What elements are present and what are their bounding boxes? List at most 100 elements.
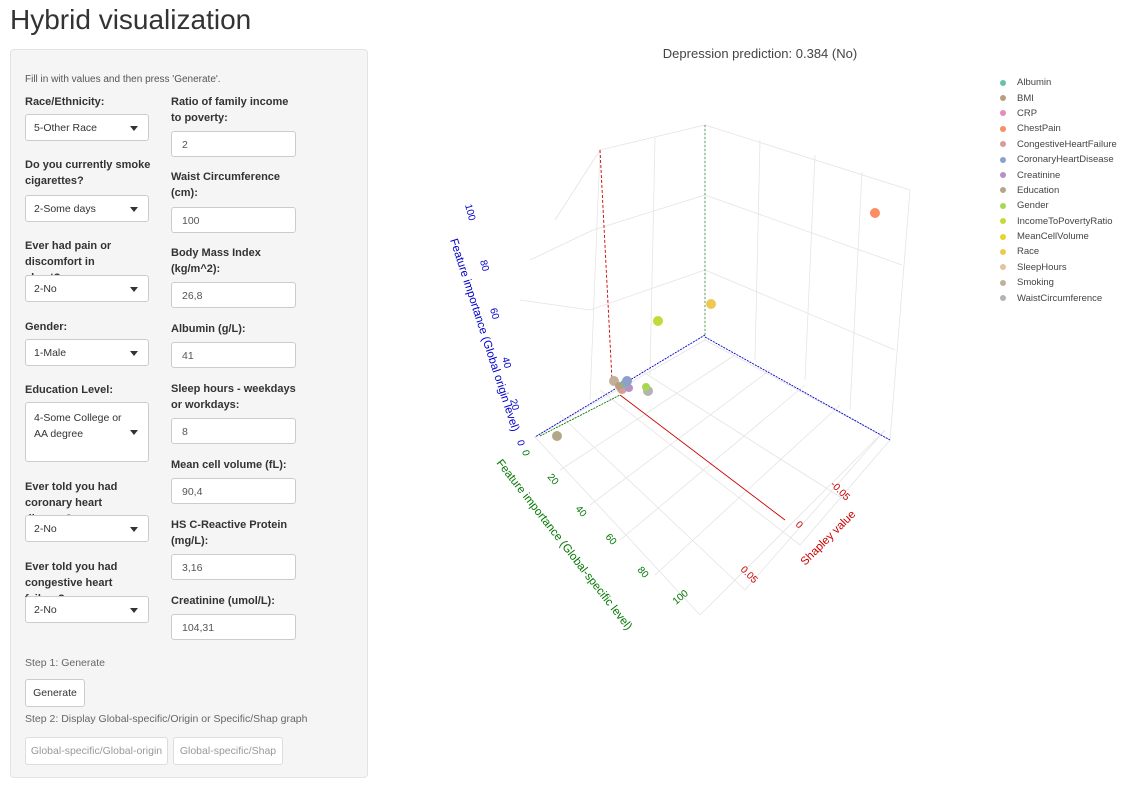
sleep-label: Sleep hours - weekdays or workdays: [171,383,296,411]
legend-item[interactable]: CoronaryHeartDisease [1000,152,1117,167]
y-tick-label: 60 [603,532,619,548]
x-tick-label: 0.05 [738,564,760,586]
page-title: Hybrid visualization [10,4,252,35]
chevron-down-icon [130,430,138,435]
mcv-label: Mean cell volume (fL): [171,459,287,471]
legend-item[interactable]: BMI [1000,90,1117,105]
legend-item[interactable]: Creatinine [1000,167,1117,182]
z-tick-label: 40 [499,356,513,370]
legend-item[interactable]: Albumin [1000,75,1117,90]
income-input[interactable]: 2 [171,131,296,157]
creatinine-label: Creatinine (umol/L): [171,595,275,607]
instructions: Fill in with values and then press 'Gene… [25,74,221,85]
legend-label: Race [1017,246,1040,258]
legend-label: Albumin [1017,77,1052,89]
point-education [552,431,562,441]
scatter-3d-plot[interactable]: 100 80 60 40 20 0 Feature importance (Gl… [380,70,980,670]
smoke-select[interactable]: 2-Some days [25,195,149,222]
legend-label: ChestPain [1017,123,1061,135]
legend-item[interactable]: Education [1000,183,1117,198]
y-tick-label: 0 [519,449,531,458]
legend-label: WaistCircumference [1017,292,1103,304]
legend-item[interactable]: SleepHours [1000,260,1117,275]
x-axis-title: Shapley value [799,509,859,569]
y-tick-label: 100 [671,588,691,607]
y-tick-label: 40 [573,504,589,520]
legend-item[interactable]: CongestiveHeartFailure [1000,137,1117,152]
legend-marker [1000,218,1006,225]
chest-pain-select[interactable]: 2-No [25,275,149,302]
legend-marker [1000,172,1006,179]
legend-label: CoronaryHeartDisease [1017,154,1114,166]
legend-item[interactable]: ChestPain [1000,121,1117,136]
z-tick-label: 100 [462,203,477,222]
legend-marker [1000,202,1006,209]
point-bmi [615,382,623,390]
crp-input[interactable]: 3,16 [171,554,296,580]
z-tick-label: 0 [514,439,526,448]
chf-select[interactable]: 2-No [25,596,149,623]
legend-marker [1000,187,1006,194]
point-coronaryheartdisease [622,376,632,386]
chevron-down-icon [130,527,138,532]
z-tick-label: 20 [507,398,521,412]
legend-item[interactable]: Smoking [1000,275,1117,290]
legend-marker [1000,233,1006,240]
point-chestpain [870,208,880,218]
legend-marker [1000,295,1006,302]
chevron-down-icon [130,126,138,131]
bmi-input[interactable]: 26,8 [171,282,296,308]
data-points [552,208,880,441]
legend-item[interactable]: IncomeToPovertyRatio [1000,214,1117,229]
gender-label: Gender: [25,321,68,333]
legend-label: IncomeToPovertyRatio [1017,215,1113,227]
y-tick-label: 80 [635,565,651,581]
legend-label: CongestiveHeartFailure [1017,138,1117,150]
legend-item[interactable]: MeanCellVolume [1000,229,1117,244]
legend-item[interactable]: Gender [1000,198,1117,213]
legend-item[interactable]: WaistCircumference [1000,290,1117,305]
step2-label: Step 2: Display Global-specific/Origin o… [25,713,308,725]
global-origin-button[interactable]: Global-specific/Global-origin [25,737,168,765]
bmi-label: Body Mass Index (kg/m^2): [171,247,261,275]
creatinine-input[interactable]: 104,31 [171,614,296,640]
chevron-down-icon [130,207,138,212]
race-label: Race/Ethnicity: [25,96,105,108]
legend: Albumin BMI CRP ChestPain CongestiveHeartFai… [1000,75,1117,306]
chevron-down-icon [130,287,138,292]
point-incometopovertyratio [653,316,663,326]
global-shap-button[interactable]: Global-specific/Shap [173,737,283,765]
gender-select[interactable]: 1-Male [25,339,149,366]
albumin-input[interactable]: 41 [171,342,296,368]
legend-marker [1000,156,1006,163]
legend-item[interactable]: CRP [1000,106,1117,121]
y-tick-label: 20 [545,472,561,488]
z-tick-label: 80 [477,259,491,273]
axis-lines [534,125,891,521]
legend-item[interactable]: Race [1000,244,1117,259]
legend-marker [1000,279,1006,286]
mcv-input[interactable]: 90,4 [171,478,296,504]
input-panel: Fill in with values and then press 'Gene… [10,49,368,778]
albumin-label: Albumin (g/L): [171,323,246,335]
sleep-input[interactable]: 8 [171,418,296,444]
race-select[interactable]: 5-Other Race [25,114,149,141]
legend-marker [1000,141,1006,148]
legend-label: Creatinine [1017,169,1061,181]
legend-marker [1000,95,1006,102]
legend-marker [1000,264,1006,271]
point-gender [642,383,650,391]
legend-marker [1000,125,1006,132]
y-axis-title: Feature importance (Global-specific leve… [494,457,635,632]
coronary-select[interactable]: 2-No [25,515,149,542]
legend-label: Smoking [1017,277,1054,289]
waist-input[interactable]: 100 [171,207,296,233]
chevron-down-icon [130,351,138,356]
z-tick-labels: 100 80 60 40 20 0 [462,203,526,448]
generate-button[interactable]: Generate [25,679,85,707]
x-tick-label: 0 [793,519,805,531]
grid-lines [519,124,911,616]
waist-label: Waist Circumference (cm): [171,171,281,199]
education-select[interactable]: 4-Some College or AA degree [25,402,149,462]
legend-label: Education [1017,184,1060,196]
